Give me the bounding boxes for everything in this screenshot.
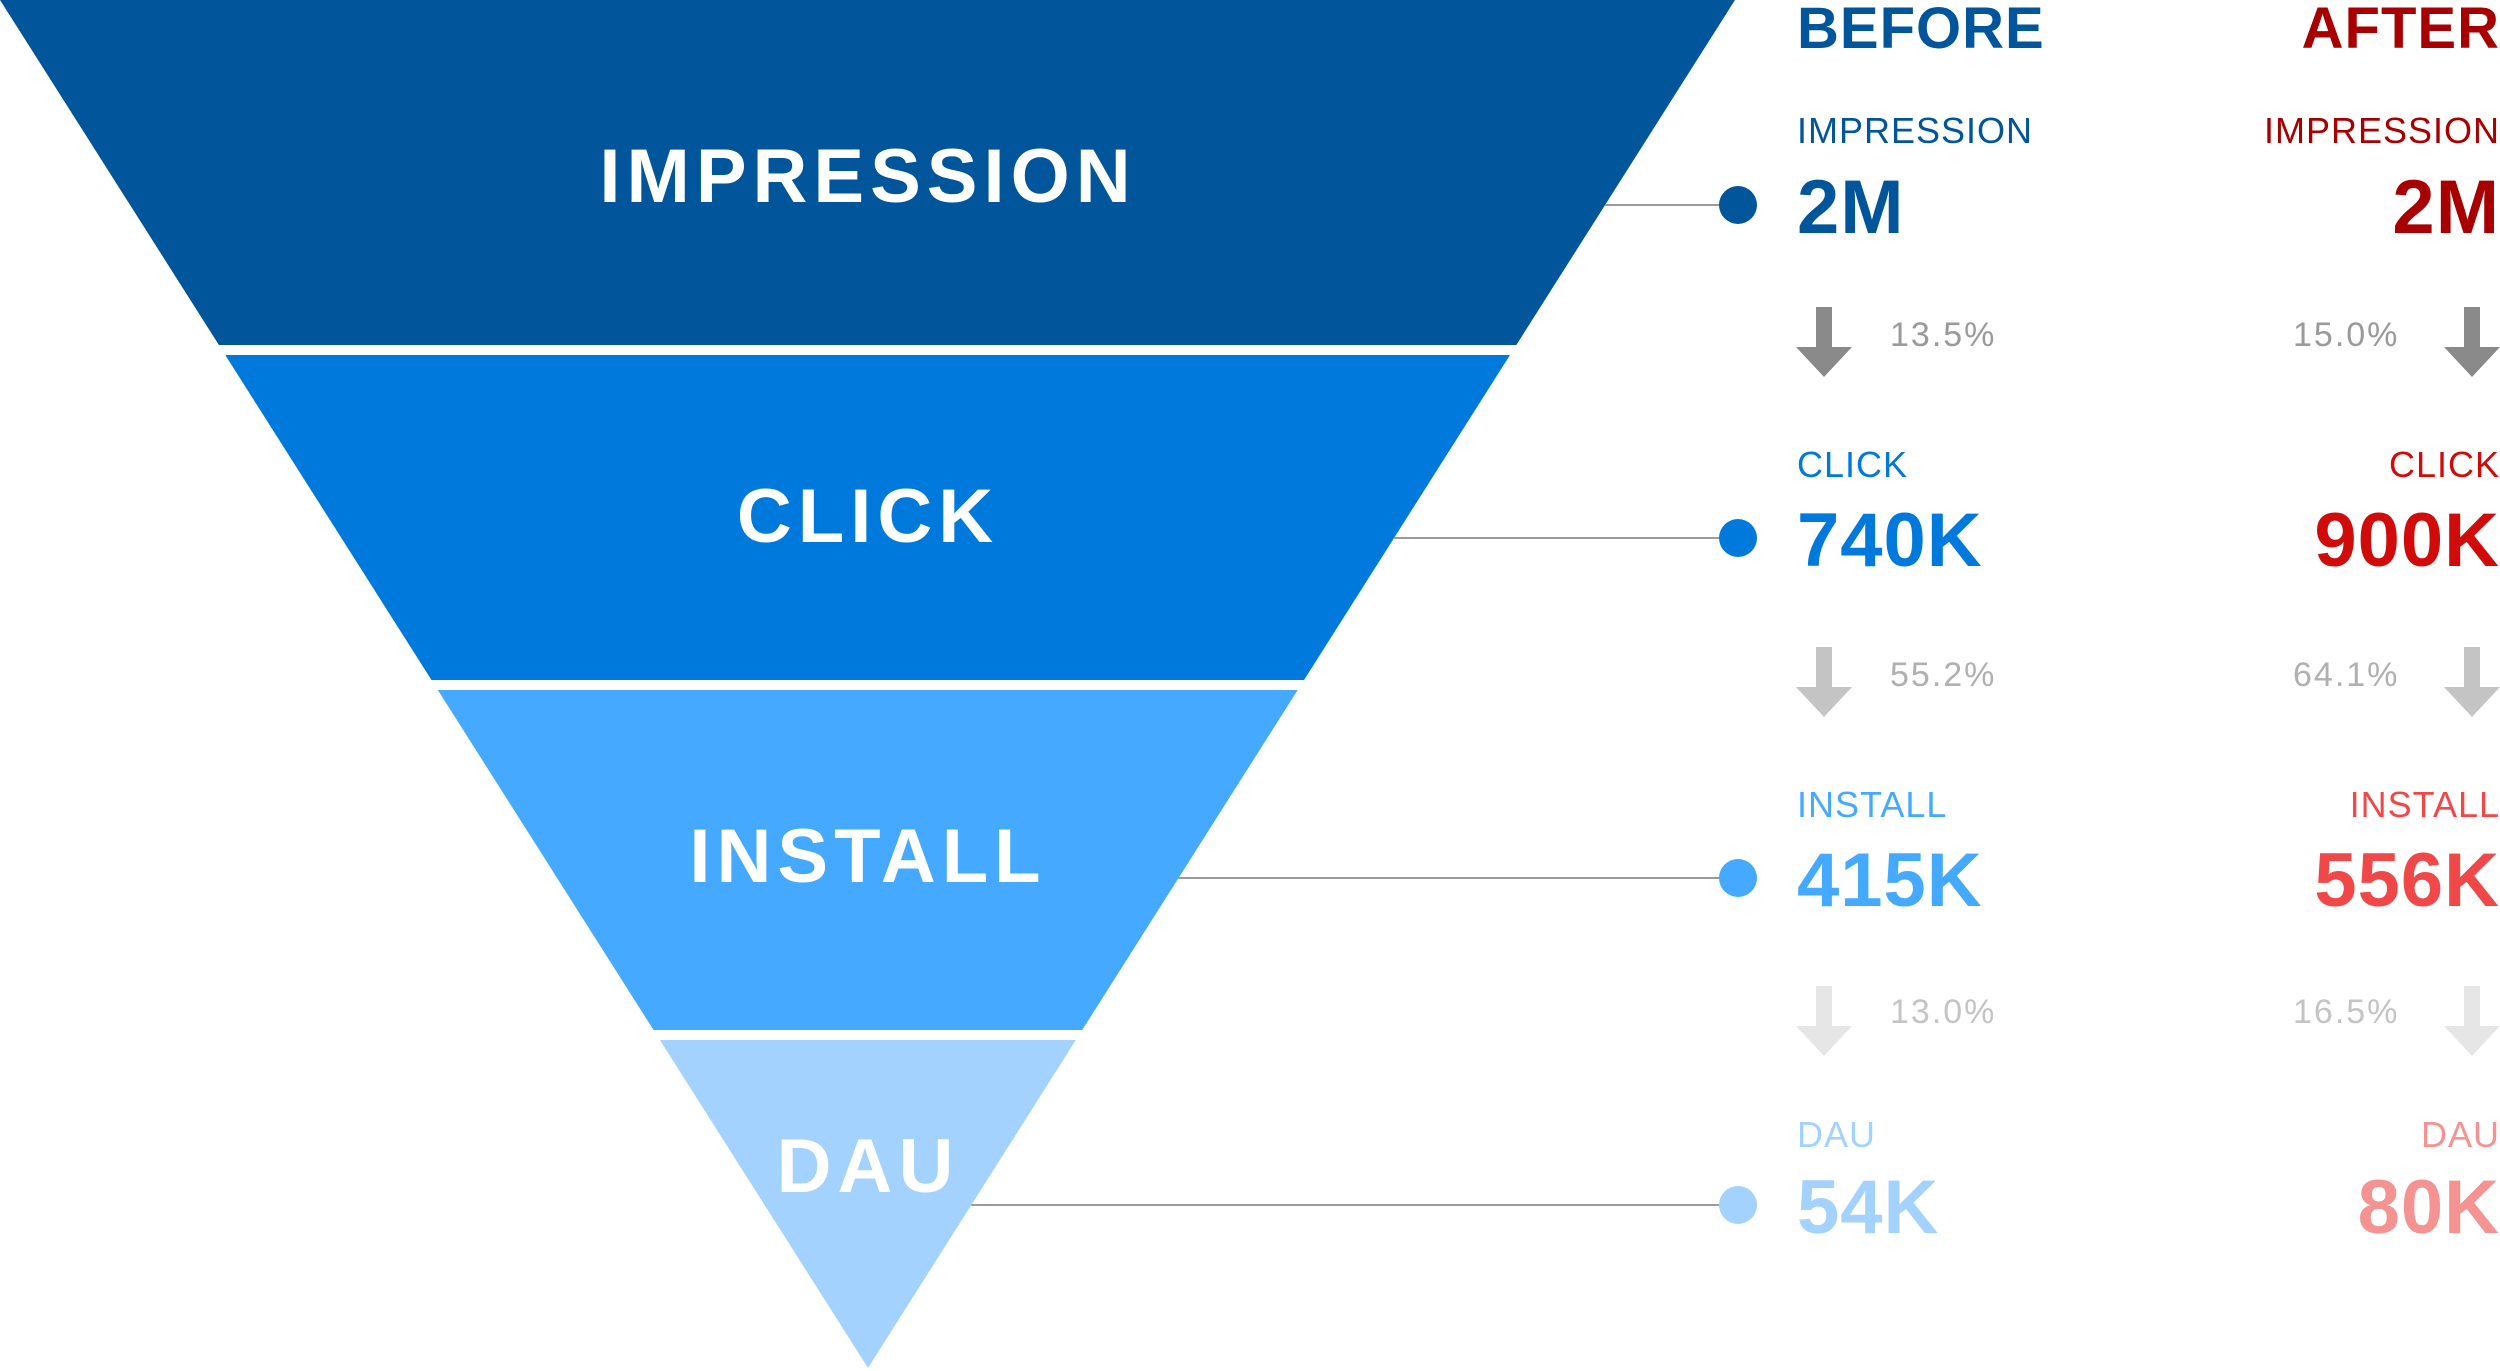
before-click-label: CLICK <box>1797 444 1909 485</box>
connector-dot-dau <box>1719 1186 1757 1224</box>
before-click-value: 740K <box>1797 498 1983 583</box>
connector-dot-install <box>1719 859 1757 897</box>
after-impression-value: 2M <box>2392 165 2500 250</box>
funnel-layer-impression <box>0 0 1735 345</box>
after-conversion-rate: 64.1% <box>2293 656 2400 694</box>
after-header: AFTER <box>2301 0 2500 61</box>
funnel-layer-click <box>225 355 1511 680</box>
after-dau-value: 80K <box>2357 1165 2500 1250</box>
before-install-label: INSTALL <box>1797 784 1948 825</box>
before-impression-value: 2M <box>1797 165 1905 250</box>
after-impression-label: IMPRESSION <box>2263 110 2500 151</box>
connector-dot-impression <box>1719 186 1757 224</box>
before-dau-label: DAU <box>1797 1114 1877 1155</box>
arrow-down-icon <box>1796 986 1852 1056</box>
before-install-value: 415K <box>1797 838 1983 923</box>
arrow-down-icon <box>2444 986 2500 1056</box>
after-conversion-rate: 15.0% <box>2293 316 2400 354</box>
arrow-down-icon <box>2444 307 2500 377</box>
arrow-down-icon <box>1796 307 1852 377</box>
before-impression-label: IMPRESSION <box>1797 110 2034 151</box>
funnel-label-dau: DAU <box>777 1124 960 1209</box>
funnel-layer-install <box>437 690 1298 1030</box>
after-install-label: INSTALL <box>2349 784 2500 825</box>
after-click-label: CLICK <box>2388 444 2500 485</box>
after-install-value: 556K <box>2314 838 2500 923</box>
funnel-label-impression: IMPRESSION <box>599 134 1136 219</box>
arrow-down-icon <box>2444 647 2500 717</box>
connector-dot-click <box>1719 519 1757 557</box>
after-click-value: 900K <box>2314 498 2500 583</box>
before-conversion-rate: 13.0% <box>1890 993 1997 1031</box>
before-conversion-rate: 55.2% <box>1890 656 1997 694</box>
funnel-label-click: CLICK <box>737 474 999 559</box>
arrow-down-icon <box>1796 647 1852 717</box>
before-dau-value: 54K <box>1797 1165 1940 1250</box>
after-conversion-rate: 16.5% <box>2293 993 2400 1031</box>
funnel-label-install: INSTALL <box>689 814 1046 899</box>
funnel-layer-dau <box>659 1040 1076 1368</box>
after-dau-label: DAU <box>2420 1114 2500 1155</box>
before-header: BEFORE <box>1797 0 2045 61</box>
before-conversion-rate: 13.5% <box>1890 316 1997 354</box>
